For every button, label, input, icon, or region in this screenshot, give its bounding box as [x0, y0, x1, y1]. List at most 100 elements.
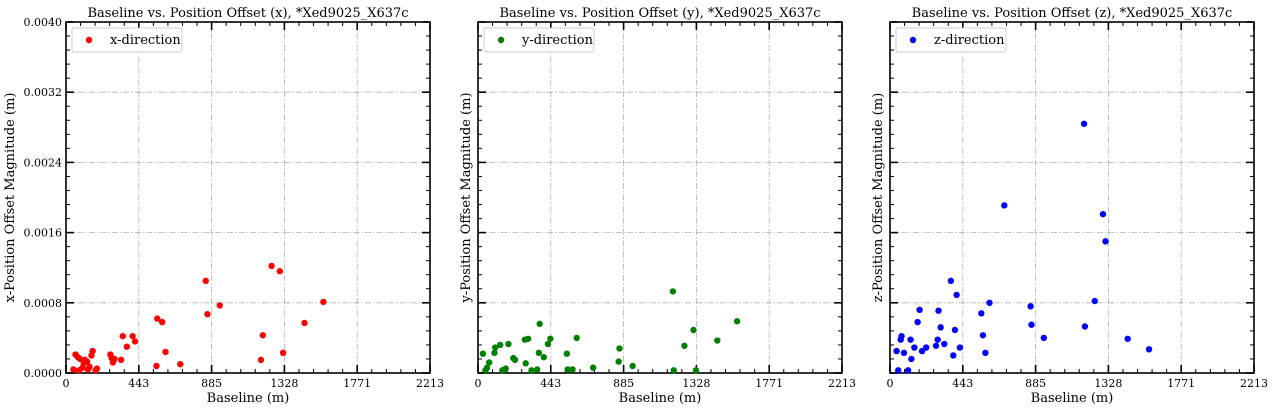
data-point	[1080, 120, 1088, 127]
data-point	[941, 340, 948, 348]
x-tick-label: 885	[201, 377, 222, 390]
data-point	[937, 324, 944, 331]
data-point	[982, 349, 989, 357]
data-point	[569, 366, 576, 373]
data-point	[154, 315, 161, 322]
data-point	[670, 367, 677, 374]
x-tick-label: 2213	[828, 377, 856, 390]
data-point	[907, 336, 914, 343]
data-point	[162, 348, 169, 356]
data-point	[83, 358, 91, 365]
data-point	[502, 365, 509, 372]
data-point	[276, 268, 284, 275]
data-point	[216, 302, 223, 309]
data-point	[914, 318, 921, 326]
x-tick-label: 1328	[1094, 377, 1122, 390]
data-point	[540, 354, 547, 361]
data-point	[536, 320, 543, 328]
data-point	[535, 349, 543, 357]
data-point	[76, 355, 84, 363]
legend-box	[71, 27, 183, 53]
data-point	[86, 363, 93, 371]
data-point	[528, 367, 535, 374]
data-point	[563, 350, 571, 357]
y-axis-label: x-Position Offset Magnitude (m)	[3, 93, 18, 303]
x-axis-label: Baseline (m)	[1031, 391, 1114, 406]
data-point	[320, 298, 327, 306]
data-point	[589, 364, 597, 371]
y-axis-label: y-Position Offset Magnitude (m)	[459, 92, 474, 303]
data-point	[204, 311, 211, 318]
x-tick-label: 885	[613, 377, 634, 390]
legend: y-direction	[483, 27, 595, 53]
data-point	[1040, 334, 1047, 342]
x-tick-label: 1771	[755, 377, 783, 390]
legend-box	[895, 27, 1007, 53]
data-point	[950, 352, 957, 359]
legend-marker	[909, 36, 917, 44]
data-point	[956, 344, 964, 351]
x-tick-label: 0	[887, 377, 894, 390]
data-point	[979, 332, 987, 339]
y-tick-label: 0.0032	[24, 86, 63, 99]
data-point	[159, 318, 166, 326]
data-point	[117, 356, 125, 364]
x-tick-label: 443	[952, 377, 973, 390]
data-point	[89, 347, 96, 355]
data-point	[111, 355, 118, 363]
data-point	[479, 350, 487, 357]
x-axis-label: Baseline (m)	[619, 391, 702, 406]
legend: z-direction	[895, 27, 1007, 53]
data-point	[681, 342, 688, 349]
x-tick-label: 2213	[416, 377, 444, 390]
data-point	[953, 291, 960, 299]
y-axis-label: z-Position Offset Magnitude (m)	[871, 93, 886, 303]
data-point	[131, 338, 139, 345]
data-point	[70, 366, 77, 373]
chart-panel-3: 0 443 885 1328 1771 2213 Baseline vs. Position…	[871, 6, 1268, 406]
legend: x-direction	[71, 27, 183, 53]
plot-frame	[889, 21, 1255, 374]
data-point	[93, 365, 101, 372]
data-point	[153, 362, 160, 370]
legend-marker	[85, 36, 93, 44]
chart-panel-1: 0 443 885 1328 1771 2213 0.0000 0.0008 0.0016 0.0…	[3, 6, 444, 406]
x-axis-label: Baseline (m)	[207, 391, 290, 406]
data-point	[177, 361, 184, 368]
data-point	[951, 326, 959, 334]
y-tick-label: 0.0024	[24, 156, 63, 169]
data-point	[1027, 303, 1034, 310]
data-point	[129, 332, 136, 340]
data-point	[615, 358, 622, 365]
data-point	[524, 335, 532, 342]
data-point	[934, 336, 941, 343]
x-tick-label: 1328	[270, 377, 298, 390]
data-point	[119, 332, 126, 340]
y-tick-label: 0.0040	[24, 16, 63, 29]
data-point	[908, 355, 915, 363]
data-point	[573, 334, 580, 342]
data-point	[497, 341, 504, 349]
data-point	[522, 360, 529, 367]
plot-frame	[65, 21, 431, 374]
data-point	[534, 366, 541, 373]
data-point	[1102, 238, 1109, 245]
x-tick-label: 0	[63, 377, 70, 390]
data-point	[564, 366, 571, 373]
legend-label: x-direction	[110, 33, 181, 48]
data-point	[690, 326, 697, 334]
data-point	[511, 356, 519, 364]
data-point	[669, 288, 677, 295]
data-point	[1145, 346, 1153, 353]
data-point	[916, 306, 923, 314]
data-point	[900, 349, 908, 357]
x-tick-label: 1771	[343, 377, 371, 390]
data-point	[257, 356, 265, 364]
data-point	[1099, 210, 1107, 218]
data-point	[491, 349, 498, 357]
data-point	[1028, 321, 1035, 328]
x-tick-label: 1771	[1167, 377, 1195, 390]
data-point	[733, 318, 741, 325]
data-point	[904, 367, 912, 374]
